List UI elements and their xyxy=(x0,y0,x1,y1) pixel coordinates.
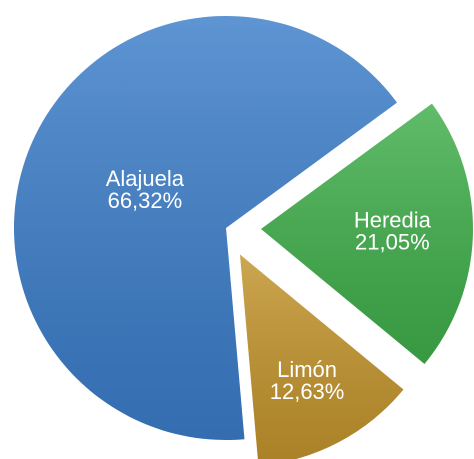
slice-value-label: 12,63% xyxy=(270,379,345,404)
slice-value-label: 66,32% xyxy=(108,188,183,213)
slice-shade xyxy=(14,15,397,440)
slice-label: Heredia xyxy=(354,208,432,233)
slice-label: Alajuela xyxy=(106,166,185,191)
slice-shade xyxy=(239,254,404,459)
slice-label: Limón xyxy=(277,357,337,382)
slice-shade xyxy=(260,103,473,364)
slice-value-label: 21,05% xyxy=(355,230,430,255)
